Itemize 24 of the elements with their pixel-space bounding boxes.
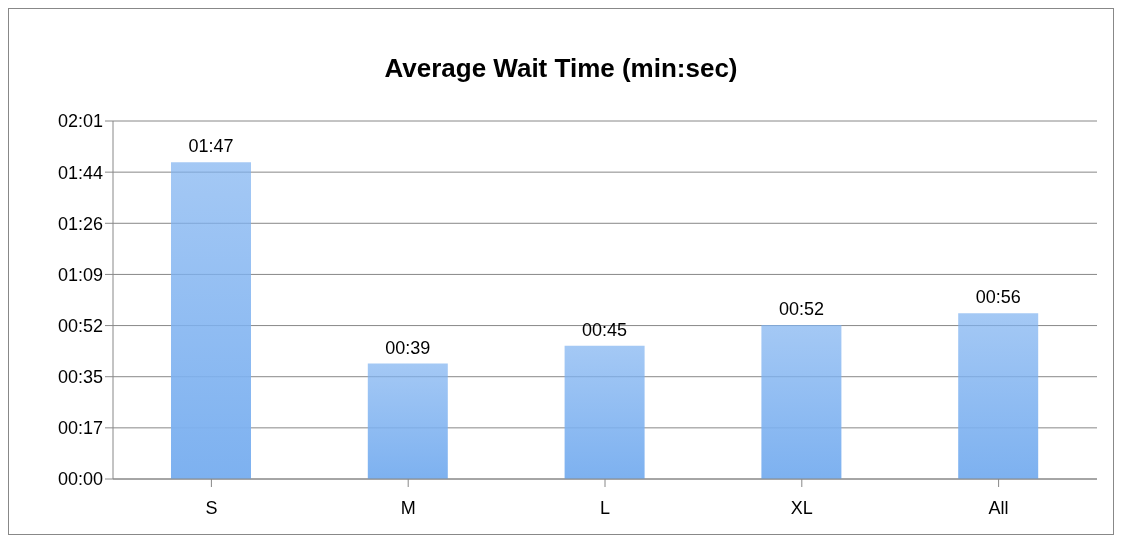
data-label: 00:56 (975, 287, 1021, 308)
x-tick-label: XL (790, 497, 813, 518)
x-tick-label: L (599, 497, 611, 518)
bar (958, 313, 1039, 479)
y-tick-label: 01:44 (57, 162, 103, 183)
y-tick-label: 00:52 (57, 315, 103, 336)
data-label: 01:47 (188, 136, 234, 157)
bar (171, 162, 251, 479)
x-tick-label: M (400, 497, 416, 518)
bar (564, 345, 645, 479)
data-label: 00:45 (582, 319, 628, 340)
data-label: 00:39 (385, 337, 431, 358)
y-tick-label: 01:26 (57, 213, 103, 234)
bar (367, 363, 448, 479)
bar (761, 325, 842, 479)
chart-title: Average Wait Time (min:sec) (383, 53, 739, 84)
y-tick-label: 02:01 (57, 111, 103, 132)
y-tick-label: 01:09 (57, 264, 103, 285)
data-label: 00:52 (778, 299, 824, 320)
x-tick-label: All (988, 497, 1009, 518)
y-tick-label: 00:17 (57, 418, 103, 439)
x-tick-label: S (205, 497, 218, 518)
y-tick-label: 00:00 (57, 469, 103, 490)
y-tick-label: 00:35 (57, 367, 103, 388)
